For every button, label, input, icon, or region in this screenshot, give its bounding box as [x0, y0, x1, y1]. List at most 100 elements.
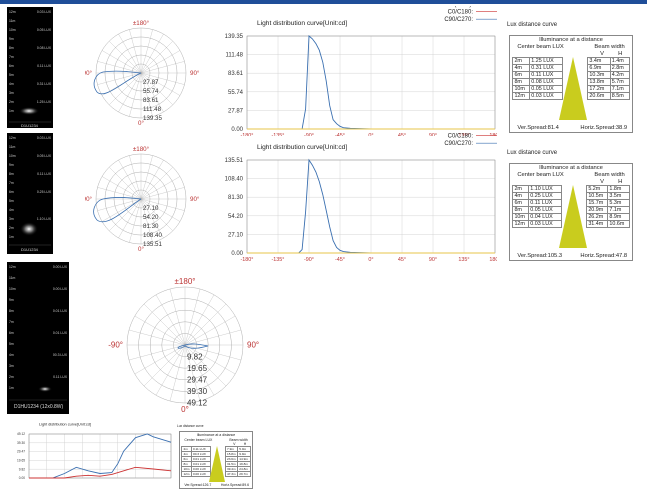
lux-cell-v: 10.3m — [588, 72, 610, 79]
polar-spoke — [102, 51, 141, 74]
horizontal-label: H — [618, 51, 622, 57]
beam-cone-shape — [559, 185, 587, 248]
lux-cell-lux: 0.04 LUX — [529, 214, 562, 221]
polar-ring-label: 83.61 — [143, 97, 159, 104]
lux-cell-d: 12m — [513, 221, 529, 228]
legend-label: C90(MAX): — [443, 6, 473, 8]
lux-cell-v: 26.2m — [587, 214, 608, 221]
y-tick-label: 27.10 — [228, 232, 244, 238]
polar-right-label: 90° — [190, 70, 200, 77]
polar-spoke — [102, 177, 141, 200]
lux-cell-d: 6m — [513, 200, 529, 207]
polar-ring-label: 19.65 — [187, 364, 208, 373]
polar-spoke — [98, 73, 141, 85]
polar-spoke — [119, 160, 142, 199]
polar-spoke — [129, 73, 141, 116]
lux-cell-d: 8m — [513, 207, 529, 214]
y-tick-label: 29.47 — [17, 450, 25, 454]
y-tick-label: 27.87 — [228, 108, 244, 114]
x-tick-label: 45° — [398, 257, 406, 262]
center-beam-label: Center beam LUX — [517, 172, 563, 178]
beam-cone — [209, 446, 225, 482]
lux-cell-lux: 0.05 LUX — [530, 86, 563, 93]
polar-chart-1: ±180°-90°90°0°27.8755.7483.61111.48139.3… — [85, 10, 215, 135]
lux-cell-d: 4m — [513, 193, 529, 200]
lux-cell-d: 6m — [513, 72, 530, 79]
chart-title: Light distribution curve[Unit:cd] — [39, 422, 91, 426]
x-tick-label: -135° — [272, 257, 285, 262]
x-tick-label: 180° — [489, 257, 497, 262]
ver-spread-label: Ver.Spread:81.4 — [517, 125, 559, 131]
x-tick-label: -180° — [241, 257, 254, 262]
beam-glow — [7, 133, 53, 254]
lux-cell-lux: 0.11 LUX — [529, 200, 562, 207]
lux-cell-h: 2.8m — [610, 65, 629, 72]
lux-cell-v: 20.9m — [587, 207, 608, 214]
center-beam-label: Center beam LUX — [517, 44, 563, 50]
lux-cell-v: 5.2m — [587, 186, 608, 193]
lux-cell-h: 4.2m — [610, 72, 629, 79]
lux-cell-v: 15.7m — [587, 200, 608, 207]
y-tick-label: 81.30 — [228, 195, 244, 201]
lux-cell-h: 1.8m — [608, 186, 629, 193]
chart-title: Light distribution curve[Unit:cd] — [257, 144, 347, 151]
lux-panel-1: Lux distance curve Illuminance at a dist… — [505, 22, 643, 132]
lux-cell-v: 13.8m — [588, 79, 610, 86]
polar-spoke — [141, 187, 184, 199]
lux-cell-v: 17.2m — [588, 86, 610, 93]
y-tick-label: 0.00 — [19, 476, 25, 480]
lux-cell-lux: 0.11 LUX — [530, 72, 563, 79]
x-tick-label: -45° — [335, 257, 345, 262]
beam-glow — [7, 262, 69, 414]
polar-spoke — [141, 51, 180, 74]
lux-cell-d: 10m — [513, 214, 529, 221]
polar-spoke — [144, 304, 185, 345]
hori-spread-label: Horiz.Spread:89.6 — [221, 483, 249, 487]
y-tick-label: 83.61 — [228, 71, 244, 77]
line-chart-1: Light distribution curve[Unit:cd]C90(MAX… — [215, 6, 497, 136]
polar-spoke — [109, 41, 141, 73]
polar-spoke — [185, 295, 214, 345]
lux-cell-lux: 0.08 LUX — [530, 79, 563, 86]
polar-spoke — [141, 61, 184, 73]
lux-cell-d: 4m — [513, 65, 530, 72]
lux-header: Illuminance at a distance — [510, 165, 632, 171]
lux-cell-h: 8.5m — [610, 93, 629, 100]
polar-spoke — [129, 199, 141, 242]
lux-title: Lux distance curve — [507, 22, 557, 28]
polar-spoke — [170, 345, 185, 401]
polar-spoke — [185, 304, 226, 345]
polar-ring-label: 108.40 — [143, 232, 162, 239]
polar-right-label: 90° — [190, 196, 200, 203]
x-tick-label: -90° — [304, 257, 314, 262]
lux-cell-d: 8m — [513, 79, 530, 86]
y-tick-label: 54.20 — [228, 214, 244, 220]
lux-title: Lux distance curve — [177, 424, 204, 428]
polar-spoke — [129, 345, 185, 360]
polar-ring-label: 55.74 — [143, 88, 159, 95]
polar-left-label: -90° — [85, 70, 93, 77]
lux-cell-v: 47.3m — [226, 472, 238, 477]
line-chart-3: Light distribution curve[Unit:cd]C90(MAX… — [7, 416, 177, 488]
lux-cell-h: 10.6m — [608, 221, 629, 228]
lux-cell-d: 12m — [513, 93, 530, 100]
polar-spoke — [119, 34, 142, 73]
lux-cell-lux: 0.05 LUX — [529, 207, 562, 214]
legend-label: C0/C180: — [448, 10, 474, 16]
lux-cell-h: 5.3m — [608, 200, 629, 207]
polar-curve — [178, 344, 208, 348]
polar-ring-label: 139.35 — [143, 115, 162, 122]
y-tick-label: 9.82 — [19, 467, 25, 471]
x-tick-label: 135° — [458, 257, 469, 262]
lux-cell-h: 3.5m — [608, 193, 629, 200]
polar-ring-label: 49.12 — [187, 399, 208, 408]
vertical-label: V — [600, 179, 604, 185]
photo-caption: D1U1234 — [21, 123, 38, 128]
polar-ring-label: 29.47 — [187, 375, 208, 384]
beam-glow — [7, 7, 53, 128]
